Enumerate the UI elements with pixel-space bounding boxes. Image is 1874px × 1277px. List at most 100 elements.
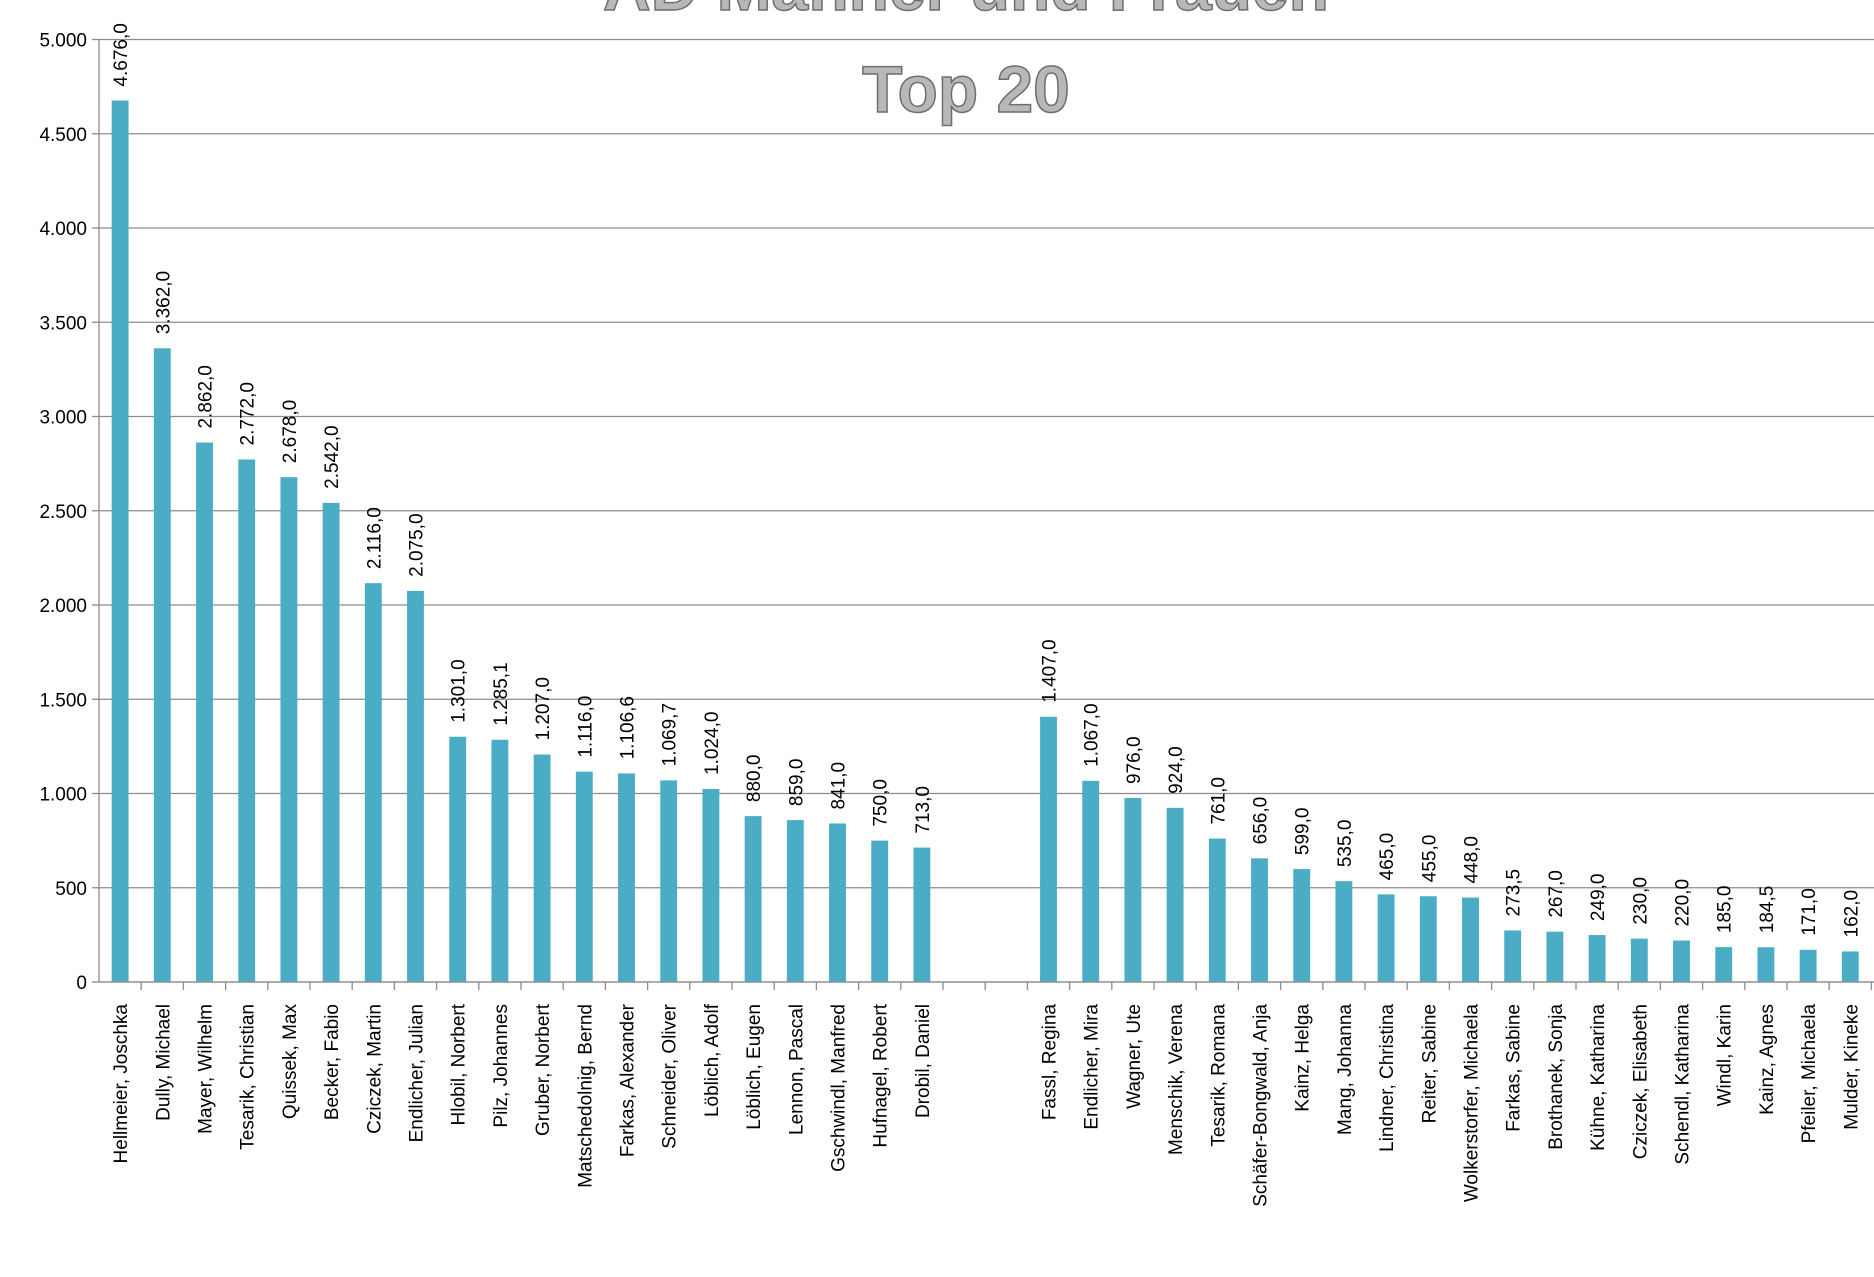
x-tick-label: Löblich, Adolf — [702, 1003, 723, 1117]
bar — [1208, 838, 1226, 982]
value-label: 1.301,0 — [449, 659, 470, 722]
x-tick-label: Lennon, Pascal — [786, 1004, 807, 1135]
x-tick-label: Kainz, Helga — [1293, 1004, 1314, 1112]
value-label: 448,0 — [1462, 836, 1483, 884]
y-tick-label: 4.000 — [39, 219, 87, 240]
value-label: 273,5 — [1504, 869, 1525, 917]
bar — [1040, 716, 1057, 982]
y-tick-label: 2.500 — [39, 502, 87, 523]
x-tick-label: Mang, Johanna — [1335, 1004, 1356, 1135]
x-tick-label: Schäfer-Bongwald, Anja — [1251, 1004, 1272, 1207]
y-tick-label: 1.500 — [39, 690, 87, 711]
x-tick-label: Reiter, Sabine — [1419, 1004, 1440, 1123]
bar — [913, 847, 931, 982]
bar — [1166, 807, 1184, 982]
x-tick-label: Endlicher, Mira — [1082, 1004, 1103, 1130]
value-label: 761,0 — [1208, 777, 1229, 825]
x-tick-label: Cziczek, Martin — [364, 1004, 385, 1134]
y-tick-label: 2.000 — [39, 596, 87, 617]
x-tick-label: Gschwindl, Manfred — [829, 1004, 850, 1172]
bar — [1124, 798, 1142, 982]
x-tick-label: Menschik, Verena — [1166, 1004, 1187, 1155]
value-label: 859,0 — [786, 759, 807, 807]
value-label: 924,0 — [1166, 746, 1187, 794]
value-label: 880,0 — [744, 755, 765, 803]
x-tick-label: Hellmeier, Joschka — [111, 1004, 132, 1164]
x-tick-label: Brothanek, Sonja — [1546, 1004, 1567, 1150]
bar — [702, 788, 720, 982]
value-label: 162,0 — [1841, 890, 1862, 938]
bar — [111, 100, 129, 983]
bar — [280, 477, 298, 982]
x-tick-label: Drobil, Daniel — [913, 1004, 934, 1118]
bar — [618, 773, 635, 982]
y-tick-label: 500 — [55, 879, 87, 900]
value-label: 184,5 — [1757, 886, 1778, 934]
y-tick-label: 5.000 — [39, 31, 87, 52]
x-tick-label: Windl, Karin — [1715, 1004, 1736, 1106]
bar — [153, 348, 171, 982]
bar — [1462, 897, 1479, 982]
value-label: 713,0 — [913, 786, 934, 834]
x-tick-label: Matschedolnig, Bernd — [575, 1004, 596, 1188]
x-tick-label: Hlobil, Norbert — [449, 1003, 470, 1125]
value-label: 976,0 — [1124, 736, 1145, 784]
x-tick-label: Lindner, Christina — [1377, 1004, 1398, 1152]
bar — [1546, 931, 1564, 982]
bar — [238, 459, 256, 982]
value-label: 750,0 — [871, 779, 892, 827]
value-label: 1.116,0 — [575, 696, 596, 758]
bar — [1335, 881, 1353, 982]
bar — [744, 816, 762, 982]
value-label: 535,0 — [1335, 820, 1356, 868]
value-label: 267,0 — [1546, 870, 1567, 918]
x-tick-label: Schendl, Katharina — [1673, 1004, 1694, 1165]
x-tick-label: Wolkerstorfer, Michaela — [1462, 1004, 1483, 1203]
bar — [871, 840, 889, 982]
x-tick-label: Hufnagel, Robert — [871, 1003, 892, 1147]
value-label: 841,0 — [829, 762, 850, 810]
x-tick-label: Kühne, Katharina — [1588, 1004, 1609, 1151]
x-tick-label: Löblich, Eugen — [744, 1004, 765, 1130]
value-label: 185,0 — [1715, 886, 1736, 934]
bar — [1588, 935, 1606, 982]
bar — [1377, 894, 1395, 982]
bar — [1504, 930, 1522, 982]
bar — [407, 590, 424, 982]
x-tick-label: Pfeiler, Michaela — [1799, 1004, 1820, 1144]
value-label: 656,0 — [1251, 797, 1272, 845]
value-label: 3.362,0 — [153, 271, 174, 334]
x-tick-label: Mayer, Wilhelm — [196, 1004, 217, 1134]
bar — [786, 820, 804, 982]
bar — [533, 754, 551, 982]
x-tick-label: Dully, Michael — [153, 1004, 174, 1121]
bar — [322, 502, 340, 982]
bar — [1673, 940, 1690, 982]
value-label: 1.069,7 — [660, 703, 681, 766]
value-label: 2.116,0 — [364, 507, 385, 569]
x-tick-label: Schneider, Oliver — [660, 1003, 681, 1148]
bar — [1293, 869, 1311, 982]
value-label: 1.207,0 — [533, 677, 554, 740]
bar — [1419, 896, 1437, 982]
value-label: 465,0 — [1377, 833, 1398, 881]
value-label: 2.075,0 — [407, 513, 428, 576]
x-tick-label: Becker, Fabio — [322, 1004, 343, 1120]
bar — [491, 739, 509, 982]
bar — [1799, 949, 1817, 982]
value-label: 230,0 — [1630, 877, 1651, 925]
value-label: 455,0 — [1419, 835, 1440, 883]
value-label: 1.024,0 — [702, 712, 723, 775]
value-label: 1.067,0 — [1082, 703, 1103, 766]
x-tick-label: Pilz, Johannes — [491, 1004, 512, 1128]
x-tick-label: Farkas, Sabine — [1504, 1004, 1525, 1132]
x-tick-label: Kainz, Agnes — [1757, 1004, 1778, 1115]
bar — [449, 736, 467, 982]
value-label: 4.676,0 — [111, 23, 132, 86]
chart-title: AD Männer und Frauen — [603, 0, 1329, 24]
value-label: 249,0 — [1588, 874, 1609, 922]
x-tick-label: Tesarik, Romana — [1208, 1004, 1229, 1147]
value-label: 2.862,0 — [196, 365, 217, 428]
value-label: 171,0 — [1799, 888, 1820, 936]
